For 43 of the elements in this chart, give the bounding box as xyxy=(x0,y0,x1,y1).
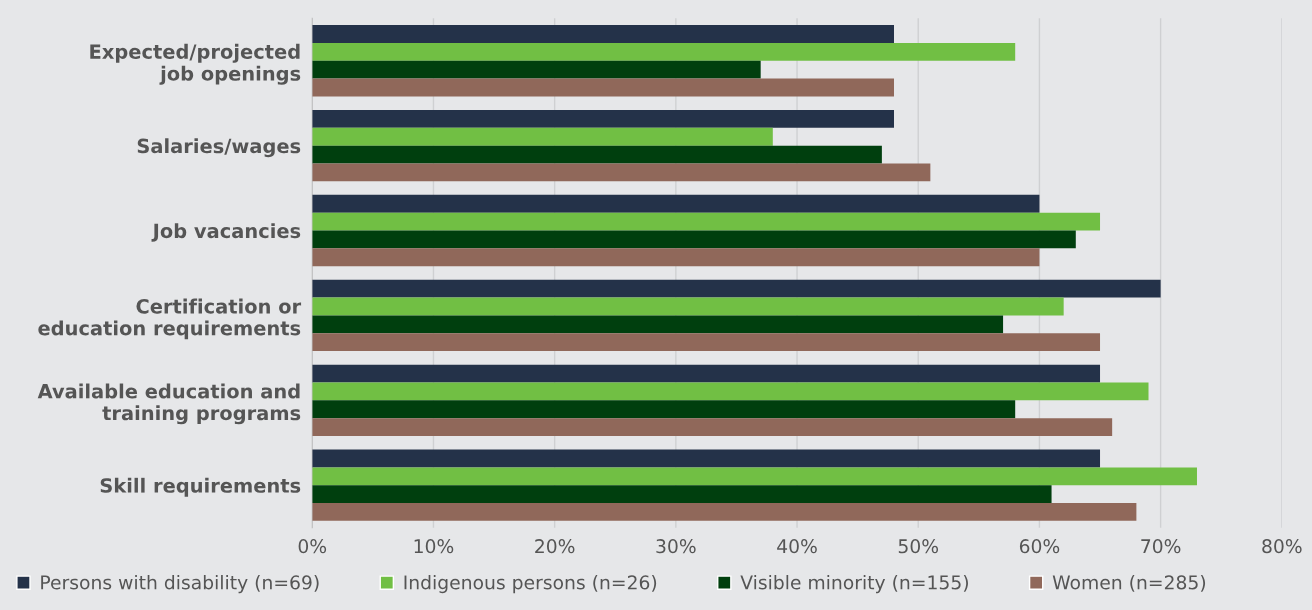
legend-label: Visible minority (n=155) xyxy=(740,574,968,594)
bar xyxy=(312,315,1004,334)
bar xyxy=(312,60,761,79)
bar xyxy=(312,449,1101,468)
bar xyxy=(312,279,1161,298)
bar xyxy=(312,485,1052,504)
y-tick-label: Skill requirements xyxy=(100,477,301,497)
bar xyxy=(312,400,1016,419)
x-tick-label: 10% xyxy=(414,539,454,554)
x-tick-label: 60% xyxy=(1019,539,1060,554)
bar xyxy=(312,194,1040,213)
x-tick-label: 50% xyxy=(898,539,939,554)
y-tick-label: Job vacancies xyxy=(151,223,301,242)
bar xyxy=(312,333,1101,352)
bar xyxy=(312,78,894,97)
x-tick-label: 70% xyxy=(1141,539,1181,554)
bar xyxy=(312,297,1064,316)
bar xyxy=(312,248,1040,267)
bar xyxy=(312,418,1113,436)
bar xyxy=(312,503,1137,521)
x-tick-label: 40% xyxy=(777,539,817,554)
y-tick-label: Salaries/wages xyxy=(137,138,301,158)
bar xyxy=(312,364,1101,383)
x-tick-label: 20% xyxy=(535,539,575,554)
legend-label: Women (n=285) xyxy=(1052,575,1206,592)
bar xyxy=(312,42,1016,61)
bar xyxy=(312,25,894,43)
legend-label: Indigenous persons (n=26) xyxy=(404,574,657,594)
bar xyxy=(312,212,1101,231)
y-tick-label: Expected/projected job openings xyxy=(90,43,301,85)
bar xyxy=(312,230,1076,249)
bar xyxy=(312,127,773,146)
y-tick-label: Certification or education requirements xyxy=(38,298,302,340)
x-tick-label: 0% xyxy=(298,539,327,554)
bar xyxy=(312,163,931,182)
x-tick-label: 30% xyxy=(656,539,696,554)
x-tick-label: 80% xyxy=(1262,539,1302,554)
bar xyxy=(312,109,894,128)
bar xyxy=(312,467,1197,486)
bar xyxy=(312,145,882,164)
legend-label: Persons with disability (n=69) xyxy=(41,574,319,594)
bar xyxy=(312,382,1149,401)
y-tick-label: Available education and training programs xyxy=(37,383,301,425)
